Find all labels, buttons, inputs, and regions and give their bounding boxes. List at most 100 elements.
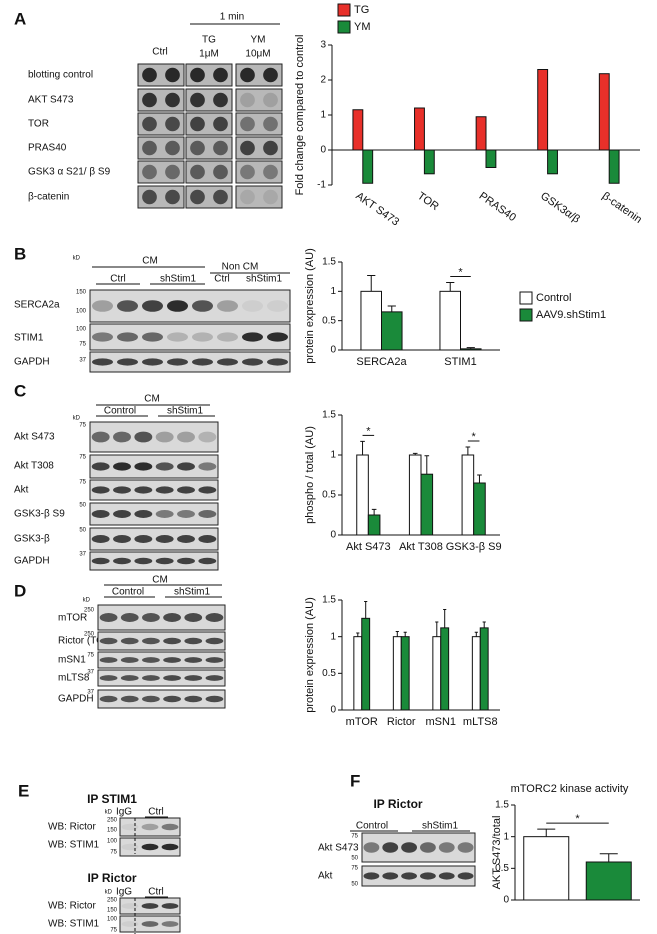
significance-star: * [472,431,477,443]
blot-band [167,332,188,342]
blot-label: CM [152,575,168,586]
blot-band [117,332,138,342]
blot-band [217,332,238,342]
blot-band [363,872,380,880]
blot-label: TG [202,35,216,46]
blot-band [134,462,153,471]
blot-band [113,486,131,494]
legend-label: TG [354,4,369,16]
y-tick-label: 0.5 [322,315,336,326]
blot-label: IP Rictor [373,797,422,811]
blot-label: kD [105,810,113,816]
blot-band [121,843,139,851]
blot-band [184,637,203,645]
panel-letter: A [14,9,26,28]
error-bar [412,452,418,455]
blot-label: kD [105,890,113,896]
blot-label: 250 [84,608,95,614]
blot-band [205,613,224,622]
x-tick-label: mSN1 [425,716,456,728]
bar [392,636,402,711]
blot-band [92,300,113,312]
blot-band [192,300,213,312]
blot-label: mSN1 [58,655,86,666]
blot-label: 150 [107,908,118,914]
blot-band [165,67,180,83]
y-tick-label: 1 [330,450,336,461]
blot-label: Control [104,406,136,417]
bar [420,473,434,536]
blot-band [165,189,180,205]
bar [353,636,363,711]
bar [360,290,382,351]
blot-band [155,486,174,494]
blot-label: GSK3-β S9 [14,509,65,520]
x-tick-label: GSK3-β S9 [446,541,502,553]
blot-band [91,486,110,494]
blot-band [240,189,255,205]
blot-label: 75 [351,866,358,872]
blot-label: WB: STIM1 [48,919,100,930]
blot-band [99,657,118,663]
blot-label: shStim1 [246,274,283,285]
bar [523,836,570,901]
blot-band [190,140,205,156]
blot-band [401,872,417,880]
bar [585,861,632,901]
bar [361,617,371,711]
blot-label: Akt [14,485,29,496]
y-tick-label: 0 [330,530,336,541]
blot-label: GSK3-β [14,534,50,545]
blot-label: 150 [76,290,87,296]
significance-star: * [458,266,463,278]
blot-band [163,675,181,681]
bar [367,514,381,536]
blot-band [142,613,160,622]
blot-band [155,431,174,443]
y-axis-label: AKT S473/total [491,816,503,890]
bar [423,149,435,175]
x-tick-label: PRAS40 [477,190,518,224]
blot-band [161,903,179,909]
error-bar [466,347,475,349]
x-tick-label: mTOR [346,716,378,728]
blot-band [141,903,159,909]
blot-band [457,872,474,880]
blot-band [217,358,238,366]
blot-band [117,300,138,312]
blot-label: shStim1 [422,821,459,832]
blot-band [155,462,174,471]
blot-band [177,535,195,543]
blot-band [198,431,217,443]
y-tick-label: 0.5 [495,863,509,874]
blot-band [263,189,278,205]
blot-band [198,462,217,471]
blot-band [177,462,195,471]
blot-label: 250 [107,898,118,904]
blot-band [382,842,399,853]
blot-label: WB: STIM1 [48,840,100,851]
blot-band [91,462,110,471]
bar [471,636,481,711]
y-tick-label: 1.5 [495,800,509,811]
blot-band [161,843,179,851]
blot-label: kD [83,598,91,604]
blot-label: β-catenin [28,192,69,203]
blot-frame [89,454,219,479]
blot-label: GAPDH [58,694,94,705]
y-tick-label: 3 [320,40,326,51]
blot-label: 100 [107,917,118,923]
blot-band [120,695,139,703]
blot-label: YM [251,35,266,46]
blot-band [177,510,195,518]
x-tick-label: STIM1 [444,356,476,368]
blot-band [184,657,203,663]
blot-band [401,842,417,853]
blot-band [184,613,203,622]
x-tick-label: Rictor [387,716,416,728]
blot-band [121,823,139,831]
blot-band [113,431,131,443]
error-bar [443,609,447,628]
blot-band [192,332,213,342]
blot-label: 37 [79,358,86,364]
